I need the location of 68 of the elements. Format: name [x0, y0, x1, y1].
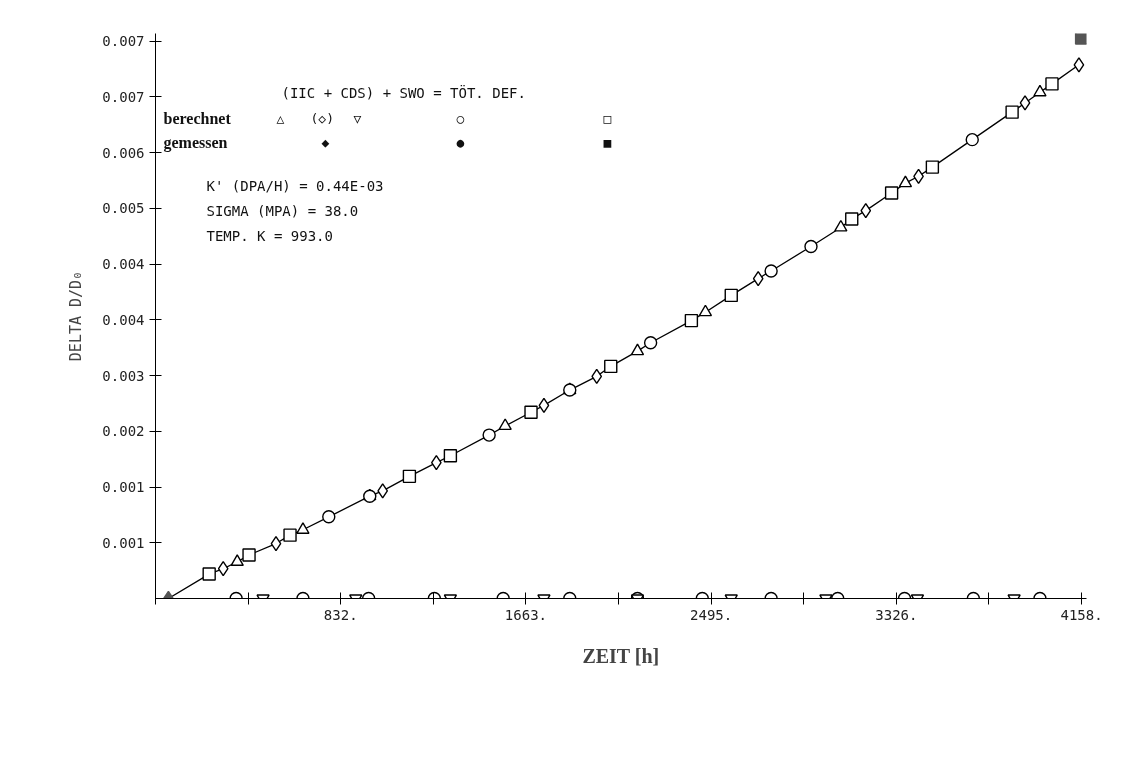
- point: [764, 264, 778, 278]
- point: [752, 270, 764, 287]
- point: [643, 336, 658, 350]
- y-tick-label: 0.003: [102, 367, 145, 384]
- x-tick-label: 1663.: [504, 606, 548, 623]
- point: [230, 554, 244, 567]
- annotation: K' (DPA/H) = 0.44E-03: [206, 177, 384, 194]
- point: [698, 304, 713, 317]
- point: [1019, 95, 1031, 111]
- point: [322, 510, 336, 524]
- annotation: ▽: [353, 111, 362, 126]
- point: [724, 288, 738, 303]
- point: [482, 428, 496, 442]
- point: [524, 405, 538, 419]
- annotation: gemessen: [163, 134, 228, 152]
- y-tick-label: 0.004: [102, 311, 145, 328]
- annotation: (IIC + CDS) + SWO = TÖT. DEF.: [281, 83, 526, 101]
- point: [925, 160, 940, 174]
- point: [898, 175, 913, 188]
- point: [845, 212, 859, 226]
- point: [604, 359, 618, 374]
- point: [377, 483, 389, 499]
- point: [283, 528, 297, 542]
- point: [804, 239, 818, 254]
- x-tick-label: 832.: [323, 606, 358, 623]
- point: [834, 219, 848, 232]
- point: [430, 454, 442, 471]
- y-tick-label: 0.007: [102, 33, 145, 50]
- x-tick-label: 2495.: [690, 606, 733, 623]
- point: [1073, 57, 1085, 73]
- point: [402, 469, 417, 484]
- y-axis-title: DELTA D/D₀: [67, 270, 86, 362]
- annotation: SIGMA (MPA) = 38.0: [206, 202, 359, 219]
- annotation: TEMP. K = 993.0: [206, 227, 333, 244]
- y-tick-label: 0.005: [102, 200, 145, 217]
- y-tick-label: 0.002: [102, 423, 145, 440]
- annotation: (◇): [310, 111, 334, 126]
- x-tick-label: 4158.: [1060, 606, 1103, 623]
- point: [296, 522, 310, 534]
- point: [1074, 33, 1087, 45]
- y-tick-label: 0.006: [102, 144, 145, 161]
- point: [965, 132, 979, 147]
- point: [202, 567, 216, 581]
- annotation: berechnet: [163, 110, 232, 127]
- point: [1045, 77, 1059, 91]
- y-tick-label: 0.004: [102, 256, 145, 273]
- point: [270, 535, 282, 552]
- annotation: △: [276, 111, 285, 126]
- annotation: ●: [456, 135, 465, 150]
- point: [242, 548, 256, 562]
- annotation: □: [603, 111, 612, 126]
- y-tick-label: 0.007: [102, 88, 145, 105]
- point: [498, 418, 512, 431]
- point: [443, 449, 458, 463]
- point: [538, 397, 550, 414]
- point: [860, 202, 872, 219]
- y-tick-label: 0.001: [102, 479, 145, 496]
- y-tick-label: 0.001: [102, 534, 145, 551]
- x-tick-label: 3326.: [875, 606, 918, 623]
- point: [591, 368, 603, 385]
- annotation: ○: [456, 111, 465, 126]
- annotation: ■: [603, 135, 612, 150]
- point: [1005, 105, 1019, 119]
- point: [884, 186, 899, 200]
- x-axis-title: ZEIT [h]: [582, 644, 660, 667]
- point: [630, 343, 645, 356]
- annotation: ◆: [321, 135, 330, 150]
- point: [684, 313, 699, 328]
